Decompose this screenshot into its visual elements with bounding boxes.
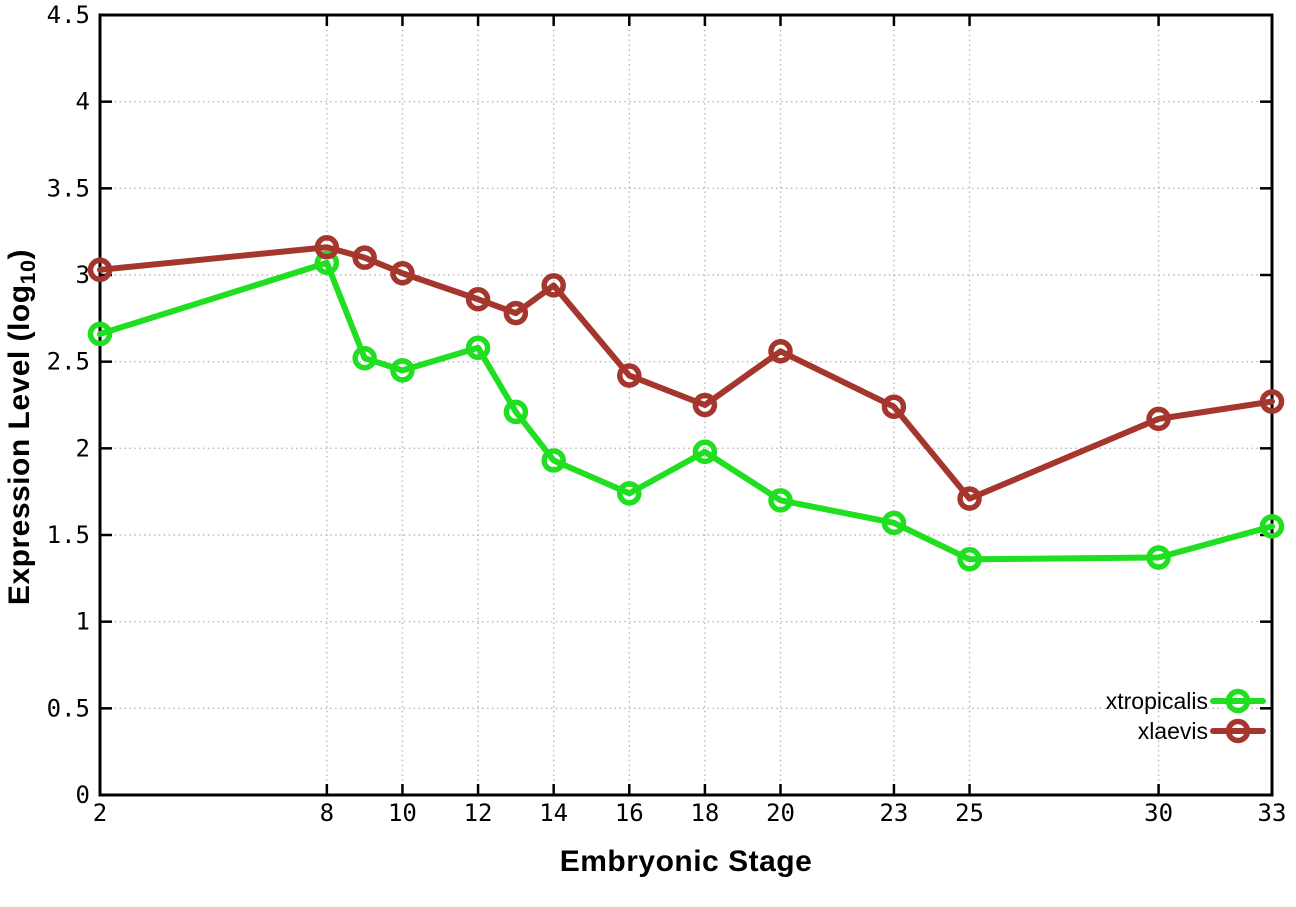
y-axis-title-subscript: 10 [15, 259, 41, 285]
y-axis-title-text: Expression Level (log [2, 284, 36, 606]
x-tick-label: 16 [615, 799, 644, 827]
y-tick-label: 2.5 [47, 348, 90, 376]
y-axis-title: Expression Level (log10) [3, 249, 41, 605]
x-tick-label: 2 [93, 799, 107, 827]
data-point-xlaevis [541, 273, 566, 298]
data-point-xlaevis [87, 257, 113, 283]
x-tick-label: 33 [1258, 799, 1287, 827]
data-point-xlaevis [1259, 389, 1285, 414]
data-point-xlaevis [465, 287, 491, 312]
x-tick-label: 8 [320, 799, 334, 827]
y-axis-title-close: ) [2, 248, 36, 260]
x-tick-label: 30 [1144, 799, 1173, 827]
x-tick-label: 25 [955, 799, 984, 827]
data-point-xtropicalis [692, 439, 718, 465]
data-point-xlaevis [503, 300, 529, 326]
y-tick-label: 0 [76, 781, 90, 809]
data-point-xlaevis [692, 392, 718, 418]
data-point-xlaevis [881, 394, 907, 419]
legend-marker-xtropicalis [1225, 688, 1251, 714]
y-tick-label: 1 [76, 608, 90, 636]
data-point-xtropicalis [768, 488, 793, 513]
x-tick-label: 14 [539, 799, 568, 827]
data-point-xtropicalis [617, 481, 642, 506]
data-point-xlaevis [314, 235, 340, 260]
data-point-xlaevis [957, 486, 982, 511]
x-tick-label: 12 [464, 799, 493, 827]
y-tick-label: 2 [76, 434, 90, 462]
y-tick-label: 3 [76, 261, 90, 289]
data-point-xtropicalis [503, 399, 529, 425]
data-point-xtropicalis [541, 448, 566, 473]
y-tick-label: 1.5 [47, 521, 90, 549]
y-tick-label: 4.5 [47, 1, 90, 29]
data-point-xlaevis [617, 363, 642, 388]
data-point-xlaevis [1146, 406, 1171, 432]
data-point-xlaevis [352, 245, 377, 270]
data-point-xtropicalis [352, 345, 377, 371]
x-tick-label: 20 [766, 799, 795, 827]
legend-label-xlaevis: xlaevis [1138, 718, 1208, 744]
data-point-xtropicalis [957, 547, 982, 572]
y-tick-label: 3.5 [47, 174, 90, 202]
data-point-xlaevis [768, 339, 793, 364]
data-point-xtropicalis [390, 358, 415, 383]
y-tick-label: 0.5 [47, 694, 90, 722]
data-point-xtropicalis [314, 250, 340, 276]
x-axis-title: Embryonic Stage [559, 845, 813, 878]
series-line-xtropicalis [97, 259, 1275, 563]
data-point-xtropicalis [1146, 545, 1171, 570]
x-tick-label: 18 [690, 799, 719, 827]
x-tick-label: 10 [388, 799, 417, 827]
data-point-xlaevis [390, 261, 415, 286]
legend-marker-xlaevis [1225, 718, 1251, 744]
data-point-xtropicalis [1259, 514, 1285, 539]
data-point-xtropicalis [87, 321, 113, 347]
data-point-xtropicalis [465, 335, 491, 361]
legend-label-xtropicalis: xtropicalis [1106, 688, 1208, 714]
plot-border [98, 13, 1274, 797]
y-tick-label: 4 [76, 88, 90, 116]
data-point-xtropicalis [881, 510, 907, 536]
x-tick-label: 23 [879, 799, 908, 827]
